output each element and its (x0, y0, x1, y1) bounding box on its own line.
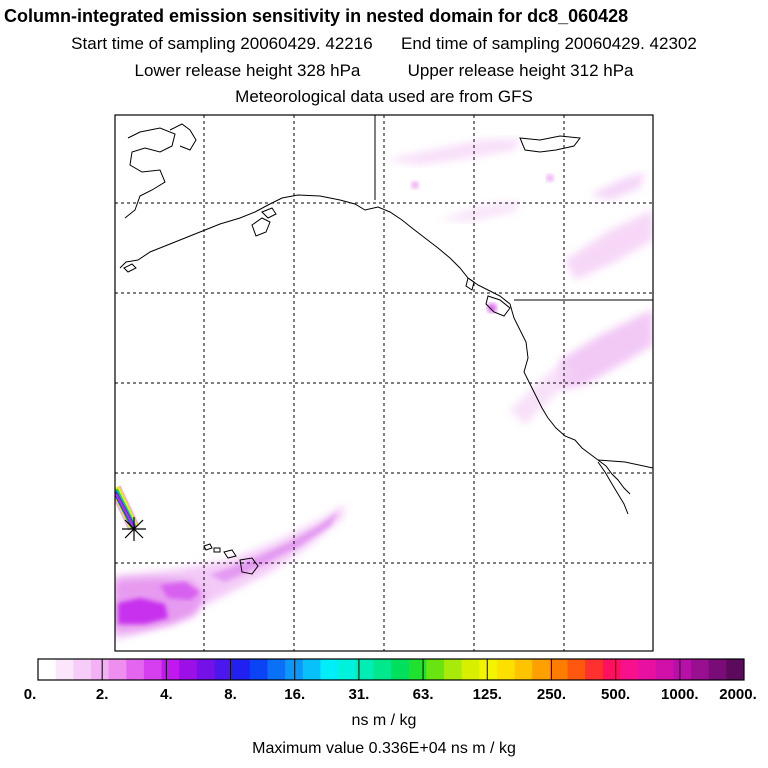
plume-band-northeast-2 (565, 210, 653, 280)
kodiak (261, 207, 277, 219)
plume-band-northeast (560, 310, 653, 390)
colorbar-tick-label: 2. (95, 686, 109, 703)
alaska-inlet (169, 123, 197, 151)
lower-height-label: Lower release height 328 hPa (134, 61, 361, 80)
lat-lon-grid (115, 115, 653, 651)
asterisk-marker (122, 517, 146, 541)
sampling-time-line: Start time of sampling 20060429. 42216 E… (0, 34, 768, 54)
met-data-label: Meteorological data used are from GFS (235, 87, 533, 106)
upper-height-label: Upper release height 312 hPa (407, 61, 634, 80)
colorbar-tick-label: 2000. (719, 686, 757, 703)
plume-spot-north (411, 181, 419, 189)
end-time-label: End time of sampling 20060429. 42302 (401, 34, 697, 53)
colorbar-tick-label: 0. (23, 686, 37, 703)
plume-layer (115, 138, 653, 640)
plume-band-north-2 (590, 172, 645, 200)
map-frame (114, 114, 654, 652)
plume-spot-north-2 (546, 174, 554, 182)
plume-max-south (118, 598, 168, 624)
west-coast (509, 303, 631, 495)
start-time-label: Start time of sampling 20060429. 42216 (71, 34, 373, 53)
colorbar-tick-label: 125. (472, 686, 502, 703)
plume-band-north (385, 138, 520, 165)
colorbar-tick-label: 8. (224, 686, 237, 703)
release-height-line: Lower release height 328 hPa Upper relea… (0, 61, 768, 81)
bc-islands (465, 135, 581, 291)
plume-band-coast (510, 360, 575, 425)
hawaii-islands (203, 543, 259, 575)
colorbar-tick-label: 1000. (661, 686, 699, 703)
us-mexico-border (597, 459, 653, 469)
plume-band-mid (440, 200, 520, 222)
vancouver-island (485, 295, 511, 317)
colorbar-tick-label: 4. (160, 686, 173, 703)
plume-tail-south (210, 512, 338, 582)
alaska-west-coast (124, 127, 176, 219)
colorbar-tick-label: 16. (284, 686, 306, 703)
alaska-coast (119, 194, 511, 305)
colorbar-tick-label: 31. (348, 686, 370, 703)
coastlines (119, 115, 653, 575)
plume-core2-south (160, 582, 200, 600)
colorbar-units: ns m / kg (351, 712, 417, 729)
maximum-value-label: Maximum value 0.336E+04 ns m / kg (252, 740, 516, 757)
baja-coast (597, 461, 629, 515)
colorbar-tick-label: 500. (601, 686, 631, 703)
plume-spot-bc (487, 303, 497, 313)
kenai (251, 217, 271, 237)
aleutian-1 (123, 263, 137, 273)
plot-title: Column-integrated emission sensitivity i… (4, 6, 629, 26)
release-streak (115, 485, 140, 531)
colorbar-tick-label: 63. (412, 686, 434, 703)
colorbar-tick-label: 250. (536, 686, 567, 703)
